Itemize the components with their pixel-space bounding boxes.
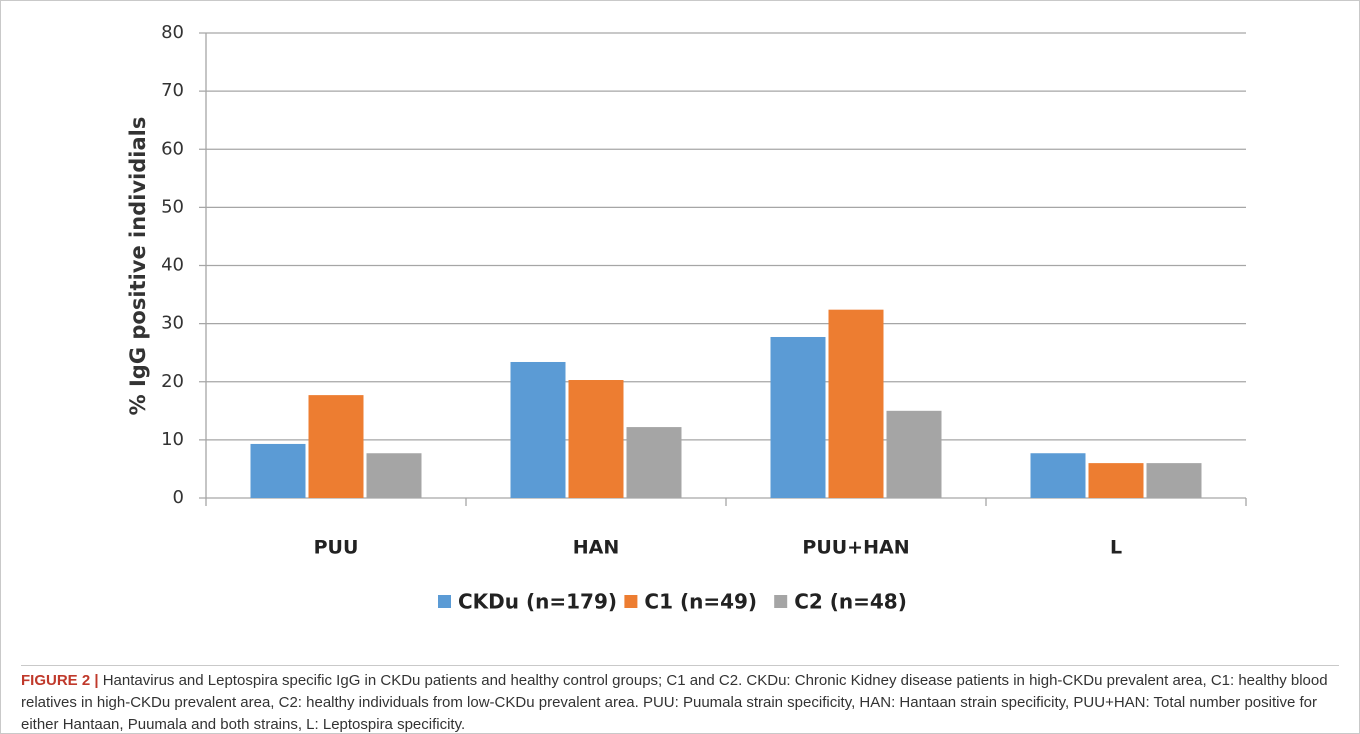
bar [250, 443, 306, 498]
legend-label: C2 (n=48) [794, 590, 907, 614]
x-tick-label: PUU [314, 537, 359, 559]
y-tick-label: 80 [161, 22, 184, 43]
bar [770, 336, 826, 498]
y-tick-label: 70 [161, 80, 184, 101]
bar [308, 395, 364, 498]
y-tick-label: 10 [161, 429, 184, 450]
y-tick-label: 50 [161, 196, 184, 217]
caption-label: FIGURE 2 | [21, 672, 99, 689]
bar [568, 380, 624, 498]
bar [828, 309, 884, 498]
legend-swatch [624, 595, 638, 608]
y-tick-label: 60 [161, 138, 184, 159]
x-tick-label: HAN [573, 537, 620, 559]
legend-label: C1 (n=49) [644, 590, 757, 614]
bar [886, 410, 942, 498]
bar [626, 427, 682, 498]
bar [1030, 453, 1086, 498]
bar [510, 361, 566, 498]
caption: FIGURE 2 | Hantavirus and Leptospira spe… [21, 665, 1339, 733]
legend-swatch [438, 595, 451, 608]
y-tick-label: 20 [161, 371, 184, 392]
x-tick-label: L [1110, 537, 1122, 559]
caption-text: Hantavirus and Leptospira specific IgG i… [21, 672, 1328, 733]
bar [366, 453, 422, 498]
bar [1088, 463, 1144, 498]
y-tick-label: 40 [161, 255, 184, 276]
legend-label: CKDu (n=179) [458, 590, 617, 614]
legend-swatch [774, 595, 788, 608]
x-tick-label: PUU+HAN [802, 537, 909, 559]
bar [1146, 463, 1202, 498]
chart: % IgG positive individials 0 10 20 30 40 50 60… [126, 22, 1247, 614]
y-tick-label: 0 [173, 487, 184, 508]
y-axis-label: % IgG positive individials [126, 117, 150, 416]
y-tick-label: 30 [161, 313, 184, 334]
